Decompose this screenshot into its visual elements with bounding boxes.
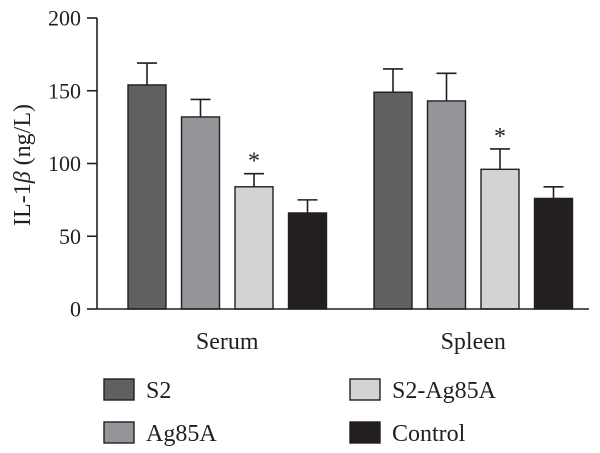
bars: ** (127, 62, 574, 310)
y-tick-label: 150 (48, 78, 81, 103)
significance-marker: * (494, 124, 506, 150)
legend-swatch (103, 421, 135, 444)
bar (426, 100, 467, 310)
y-tick-label: 0 (70, 297, 81, 322)
legend-label: Control (392, 421, 466, 447)
legend: S2 Ag85A S2-Ag85A Control (103, 378, 497, 447)
bar (533, 197, 574, 310)
y-axis-label: IL-1β (ng/L) (10, 104, 36, 226)
bar (373, 91, 413, 310)
y-tick-label: 100 (48, 151, 81, 176)
bar (127, 84, 167, 310)
y-tick-label: 50 (59, 224, 81, 249)
bar (480, 168, 520, 310)
bar (287, 212, 328, 310)
legend-swatch (349, 378, 381, 401)
legend-label: S2 (146, 378, 171, 404)
y-tick-label: 200 (48, 6, 81, 31)
legend-swatch (103, 378, 135, 401)
legend-swatch (349, 421, 381, 444)
x-axis: Serum Spleen (97, 308, 589, 355)
bar (180, 116, 221, 310)
legend-label: Ag85A (146, 421, 217, 447)
bar (234, 186, 274, 310)
x-category-label: Spleen (441, 329, 506, 355)
legend-label: S2-Ag85A (392, 378, 497, 404)
y-axis: 0 50 100 150 200 (48, 6, 98, 322)
significance-marker: * (248, 149, 260, 175)
x-category-label: Serum (196, 329, 259, 355)
